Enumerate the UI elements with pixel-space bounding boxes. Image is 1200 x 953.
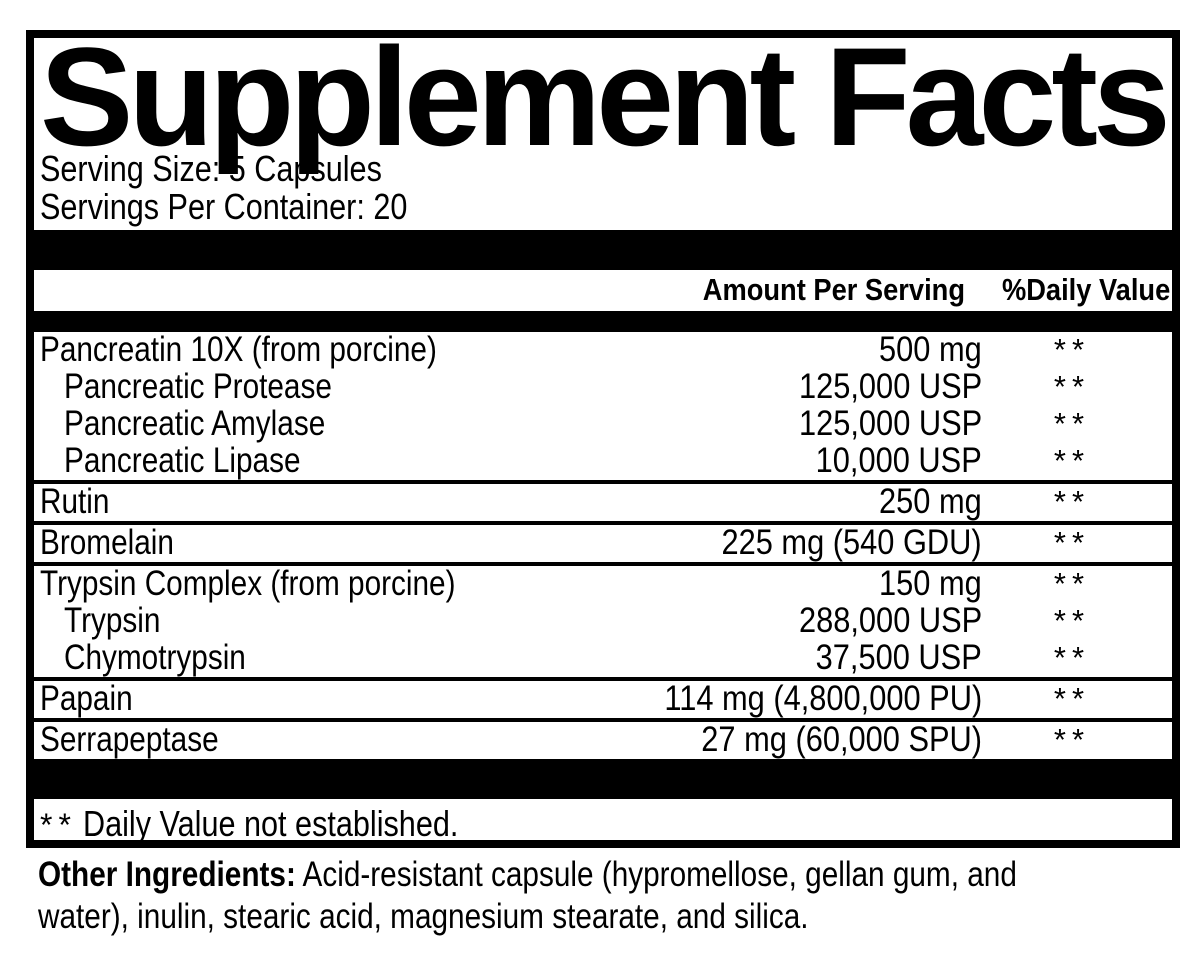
ingredient-name: Pancreatin 10X (from porcine) <box>40 330 437 370</box>
ingredient-name: Trypsin Complex (from porcine) <box>40 564 456 604</box>
ingredient-name: Chymotrypsin <box>64 638 246 678</box>
supplement-facts-panel: Supplement Facts Serving Size: 5 Capsule… <box>26 18 1180 848</box>
other-ingredients-label: Other Ingredients: <box>38 855 296 894</box>
ingredient-daily-value: ** <box>1053 443 1091 479</box>
other-ingredients-text: Other Ingredients: Acid-resistant capsul… <box>38 854 1190 938</box>
daily-value-header: %Daily Value <box>1001 272 1170 308</box>
serving-info: Serving Size: 5 Capsules Servings Per Co… <box>34 150 1172 226</box>
panel-title: Supplement Facts <box>40 18 1171 175</box>
ingredient-daily-value: ** <box>1053 484 1091 520</box>
ingredient-name: Trypsin <box>64 601 161 641</box>
ingredient-name: Pancreatic Amylase <box>64 404 326 444</box>
column-header-row: Amount Per Serving %Daily Value <box>34 270 1172 311</box>
ingredient-row: Pancreatic Protease 125,000 USP ** <box>34 367 1172 407</box>
ingredient-daily-value: ** <box>1053 525 1091 561</box>
ingredient-daily-value: ** <box>1053 566 1091 602</box>
ingredient-daily-value: ** <box>1053 722 1091 758</box>
ingredient-name: Pancreatic Protease <box>64 367 332 407</box>
ingredient-row: Pancreatin 10X (from porcine) 500 mg ** <box>34 330 1172 370</box>
ingredient-daily-value: ** <box>1053 603 1091 639</box>
ingredient-daily-value: ** <box>1053 369 1091 405</box>
ingredient-daily-value: ** <box>1053 406 1091 442</box>
ingredient-row: Trypsin 288,000 USP ** <box>34 601 1172 641</box>
ingredient-name: Pancreatic Lipase <box>64 441 301 481</box>
amount-per-serving-header: Amount Per Serving <box>702 272 965 308</box>
other-ingredients-lines: Other Ingredients: Acid-resistant capsul… <box>38 854 1017 938</box>
ingredient-amount: 125,000 USP <box>798 367 982 407</box>
ingredient-daily-value: ** <box>1053 332 1091 368</box>
footnote-text: ** Daily Value not established. <box>34 803 1172 845</box>
ingredient-row: Pancreatic Amylase 125,000 USP ** <box>34 404 1172 444</box>
serving-size-text: Serving Size: 5 Capsules <box>40 148 382 190</box>
ingredient-amount: 500 mg <box>879 330 982 370</box>
divider-bar-bottom <box>34 758 1172 799</box>
ingredient-amount: 225 mg (540 GDU) <box>721 523 982 563</box>
ingredient-row: Trypsin Complex (from porcine) 150 mg ** <box>34 561 1172 604</box>
servings-per-container-text: Servings Per Container: 20 <box>40 186 408 228</box>
ingredient-amount: 288,000 USP <box>798 601 982 641</box>
ingredient-amount: 125,000 USP <box>798 404 982 444</box>
ingredient-row: Bromelain 225 mg (540 GDU) ** <box>34 520 1172 563</box>
ingredient-name: Serrapeptase <box>40 720 219 760</box>
ingredient-name: Bromelain <box>40 523 174 563</box>
divider-bar-header <box>34 310 1172 332</box>
other-ingredients-line2: water), inulin, stearic acid, magnesium … <box>38 897 809 936</box>
footnote-asterisks: ** <box>40 806 77 843</box>
footnote-body: Daily Value not established. <box>82 802 459 844</box>
ingredient-row: Chymotrypsin 37,500 USP ** <box>34 638 1172 678</box>
ingredient-daily-value: ** <box>1053 640 1091 676</box>
ingredient-amount: 150 mg <box>879 564 982 604</box>
ingredient-row: Rutin 250 mg ** <box>34 479 1172 522</box>
ingredient-name: Rutin <box>40 482 110 522</box>
facts-rows: Pancreatin 10X (from porcine) 500 mg ** … <box>34 330 1172 760</box>
ingredient-amount: 37,500 USP <box>815 638 982 678</box>
ingredient-name: Papain <box>40 679 133 719</box>
other-ingredients-line1: Acid-resistant capsule (hypromellose, ge… <box>302 855 1017 894</box>
ingredient-row: Pancreatic Lipase 10,000 USP ** <box>34 441 1172 481</box>
ingredient-amount: 27 mg (60,000 SPU) <box>701 720 982 760</box>
ingredient-amount: 10,000 USP <box>815 441 982 481</box>
ingredient-row: Serrapeptase 27 mg (60,000 SPU) ** <box>34 717 1172 760</box>
ingredient-amount: 114 mg (4,800,000 PU) <box>664 679 982 719</box>
divider-bar-top <box>34 229 1172 270</box>
ingredient-amount: 250 mg <box>879 482 982 522</box>
ingredient-daily-value: ** <box>1053 681 1091 717</box>
ingredient-row: Papain 114 mg (4,800,000 PU) ** <box>34 676 1172 719</box>
